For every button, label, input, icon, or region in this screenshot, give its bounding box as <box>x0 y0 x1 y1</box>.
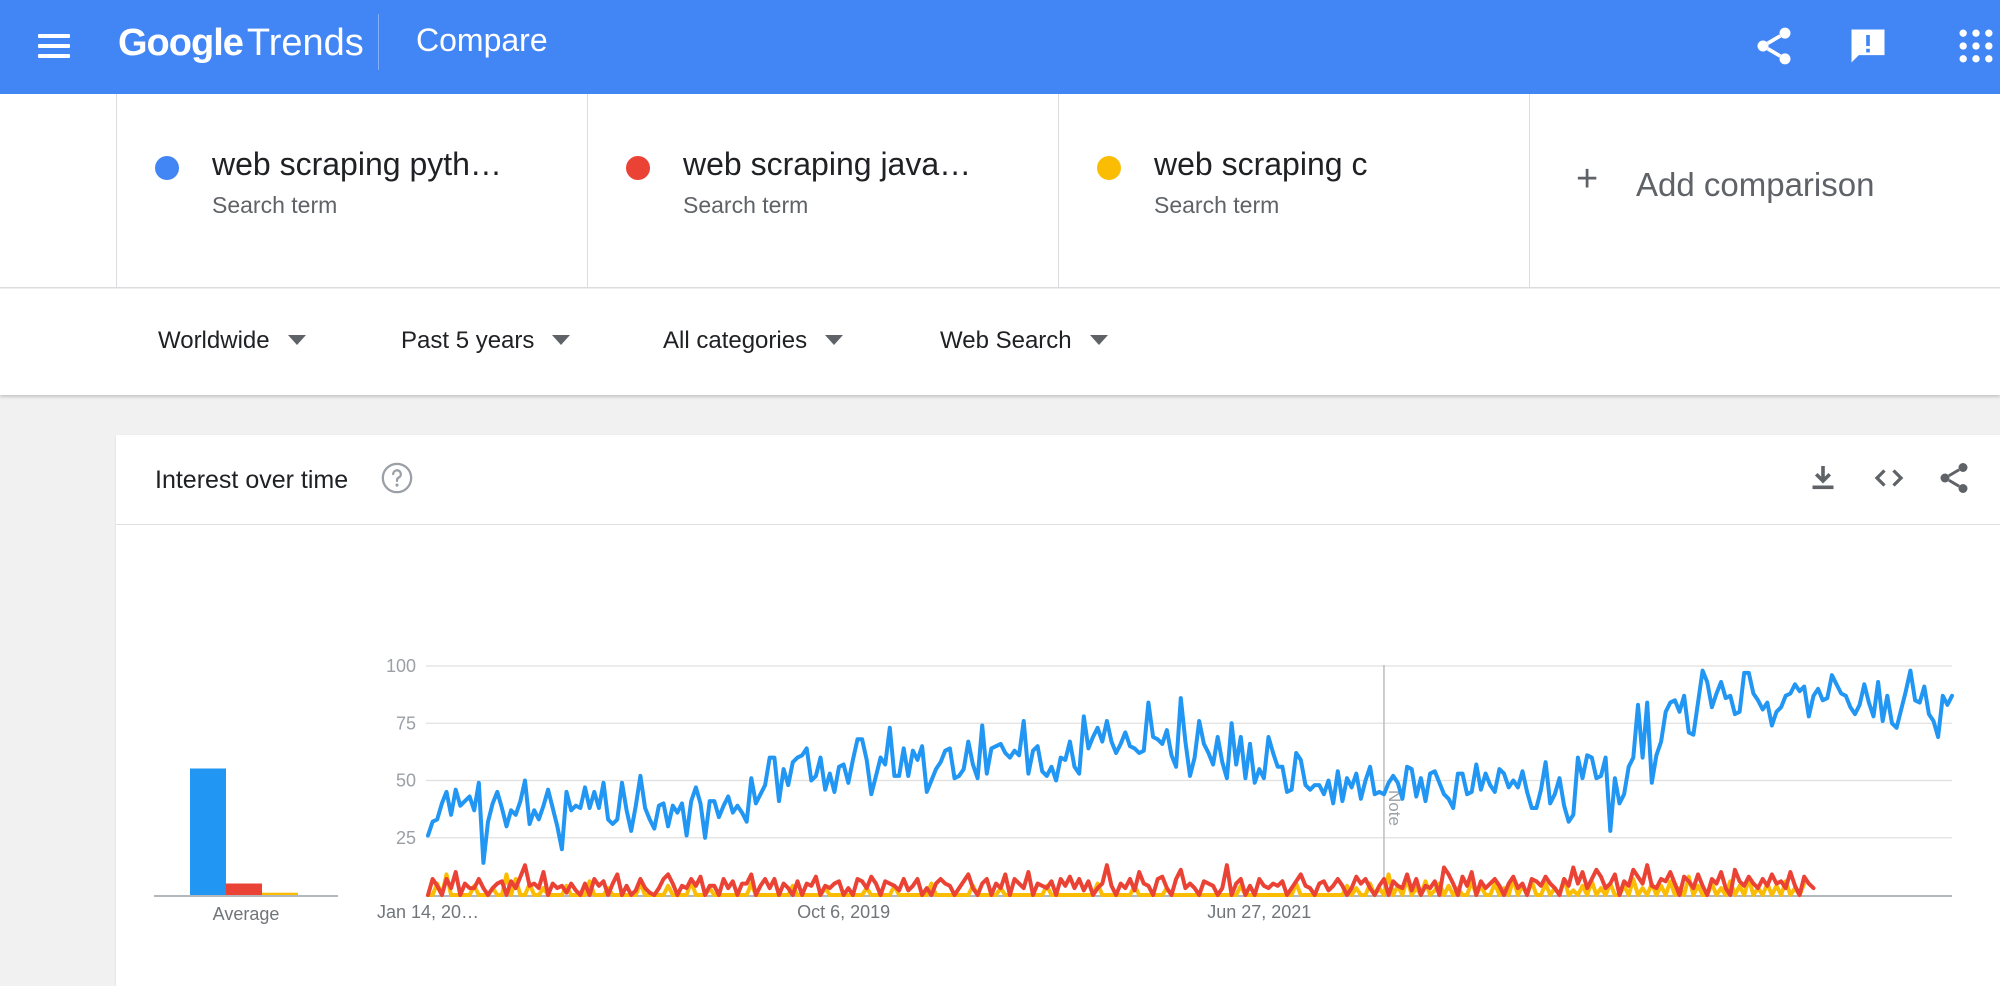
add-comparison-button[interactable]: + Add comparison <box>1529 94 2000 288</box>
series-line-1[interactable] <box>426 668 1954 865</box>
term-color-dot <box>626 156 650 180</box>
y-tick-label: 25 <box>396 828 416 848</box>
caret-down-icon <box>825 334 844 345</box>
download-icon[interactable] <box>1805 460 1841 496</box>
average-bar-1[interactable] <box>190 768 226 896</box>
average-bar-2[interactable] <box>226 883 262 896</box>
term-name[interactable]: web scraping pyth… <box>212 146 502 182</box>
time-range-value: Past 5 years <box>401 327 535 354</box>
page-title: Compare <box>416 22 548 58</box>
search-term-card-2[interactable]: web scraping java… Search term <box>587 94 1058 288</box>
filter-bar: Worldwide Past 5 years All categories We… <box>0 289 2000 395</box>
card-title: Interest over time <box>155 466 349 494</box>
term-name[interactable]: web scraping java… <box>683 146 972 182</box>
google-trends-logo[interactable]: Google Trends <box>118 22 364 70</box>
logo-google-text: Google <box>118 22 244 64</box>
interest-over-time-card: Interest over time Average 25 50 75 100 Note… <box>116 435 2000 986</box>
embed-code-icon[interactable] <box>1871 460 1907 496</box>
term-type: Search term <box>212 192 338 218</box>
average-bar-3[interactable] <box>262 892 298 895</box>
term-name[interactable]: web scraping c <box>1154 146 1368 182</box>
top-app-bar: Google Trends Compare <box>0 0 2000 94</box>
help-icon[interactable] <box>380 461 414 495</box>
term-type: Search term <box>1154 192 1280 218</box>
region-dropdown[interactable]: Worldwide <box>158 327 306 355</box>
term-color-dot <box>1097 156 1121 180</box>
y-tick-label: 100 <box>386 656 416 676</box>
interest-line-chart: 25 50 75 100 Note Jan 14, 20… Oct 6, 2019 Jun 2… <box>377 656 1954 922</box>
comparison-bar: web scraping pyth… Search term web scrap… <box>0 94 2000 288</box>
category-dropdown[interactable]: All categories <box>663 327 844 355</box>
caret-down-icon <box>287 334 306 345</box>
caret-down-icon <box>552 334 571 345</box>
term-type: Search term <box>683 192 809 218</box>
apps-grid-icon[interactable] <box>1954 24 1998 68</box>
share-icon[interactable] <box>1936 460 1972 496</box>
note-marker-label[interactable]: Note <box>1385 790 1404 826</box>
header-divider <box>378 14 379 70</box>
add-comparison-label: Add comparison <box>1636 166 1875 203</box>
y-tick-label: 75 <box>396 713 416 733</box>
term-color-dot <box>155 156 179 180</box>
plus-icon: + <box>1576 158 1599 200</box>
search-term-card-3[interactable]: web scraping c Search term <box>1058 94 1529 288</box>
logo-trends-text: Trends <box>246 22 364 64</box>
x-tick-label: Oct 6, 2019 <box>797 902 890 922</box>
search-type-value: Web Search <box>940 327 1072 354</box>
search-type-dropdown[interactable]: Web Search <box>940 327 1108 355</box>
time-range-dropdown[interactable]: Past 5 years <box>401 327 571 355</box>
series-line-2[interactable] <box>426 863 1816 897</box>
region-value: Worldwide <box>158 327 270 354</box>
average-label: Average <box>213 904 280 924</box>
category-value: All categories <box>663 327 808 354</box>
caret-down-icon <box>1089 334 1108 345</box>
y-tick-label: 50 <box>396 771 416 791</box>
x-tick-label: Jun 27, 2021 <box>1207 902 1311 922</box>
feedback-icon[interactable] <box>1846 24 1890 68</box>
x-tick-label: Jan 14, 20… <box>377 902 479 922</box>
menu-icon[interactable] <box>38 34 70 58</box>
search-term-card-1[interactable]: web scraping pyth… Search term <box>116 94 587 288</box>
share-icon[interactable] <box>1752 24 1796 68</box>
average-bar-chart: Average <box>154 768 338 924</box>
card-header: Interest over time <box>116 435 2000 525</box>
